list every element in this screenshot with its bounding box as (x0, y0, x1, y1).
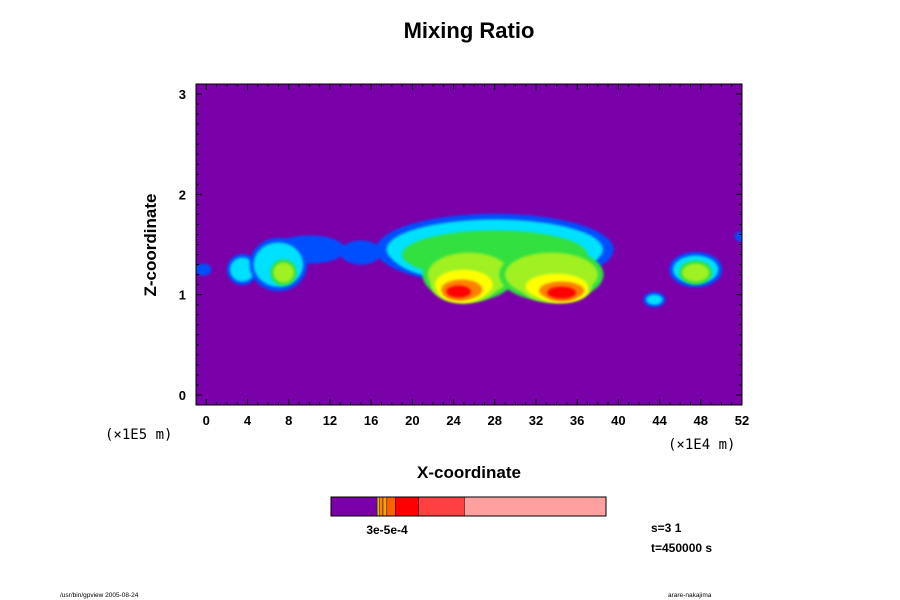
colorbar-segment (376, 496, 380, 517)
x-tick-label: 24 (446, 413, 461, 428)
colorbar-segment (418, 496, 465, 517)
x-tick-label: 20 (405, 413, 419, 428)
footer-left: /usr/bin/gpview 2005-08-24 (60, 592, 139, 599)
x-tick-label: 32 (529, 413, 543, 428)
colorbar-segment (382, 496, 388, 517)
colorbar (330, 496, 607, 517)
chart-title: Mixing Ratio (404, 18, 535, 43)
y-tick-label: 3 (179, 87, 186, 102)
time-info: t=450000 s (651, 541, 712, 555)
y-tick-labels: 0 1 2 3 (179, 87, 186, 403)
x-tick-label: 44 (652, 413, 667, 428)
field-blob (196, 263, 212, 276)
field-blob (273, 262, 294, 283)
field-blob (734, 231, 742, 242)
axis-ticks (196, 84, 743, 405)
footer-right: arare-nakajima (668, 592, 712, 599)
x-tick-label: 52 (735, 413, 749, 428)
step-info: s=3 1 (651, 521, 682, 535)
y-unit-label: (×1E5 m) (105, 427, 172, 443)
field-blob (646, 294, 663, 305)
colorbar-segment (386, 496, 396, 517)
field-blob (229, 257, 255, 282)
field-blob (547, 286, 577, 299)
colorbar-segment (378, 496, 384, 517)
x-axis-label: X-coordinate (417, 463, 521, 482)
y-tick-label: 2 (179, 187, 186, 202)
x-tick-label: 16 (364, 413, 378, 428)
field-blob (340, 240, 382, 265)
field-blob (682, 263, 710, 282)
y-axis-label: Z-coordinate (141, 194, 160, 297)
x-tick-label: 36 (570, 413, 584, 428)
colorbar-segment (330, 496, 378, 517)
y-tick-label: 1 (179, 288, 186, 303)
x-tick-label: 40 (611, 413, 625, 428)
x-unit-label: (×1E4 m) (668, 437, 735, 453)
colorbar-segment (464, 496, 607, 517)
x-tick-label: 8 (285, 413, 292, 428)
x-tick-label: 4 (244, 413, 252, 428)
field-blob (446, 285, 472, 298)
x-tick-label: 0 (203, 413, 210, 428)
x-tick-labels: 0 4 8 12 16 20 24 28 32 36 40 44 48 52 (203, 413, 750, 428)
x-tick-label: 12 (323, 413, 337, 428)
y-tick-label: 0 (179, 388, 186, 403)
x-tick-label: 48 (694, 413, 708, 428)
x-tick-label: 28 (488, 413, 502, 428)
colorbar-segment (395, 496, 419, 517)
colorbar-frame (330, 496, 607, 517)
mixing-ratio-field (196, 213, 742, 308)
colorbar-tick-label: 3e-5e-4 (366, 523, 408, 537)
